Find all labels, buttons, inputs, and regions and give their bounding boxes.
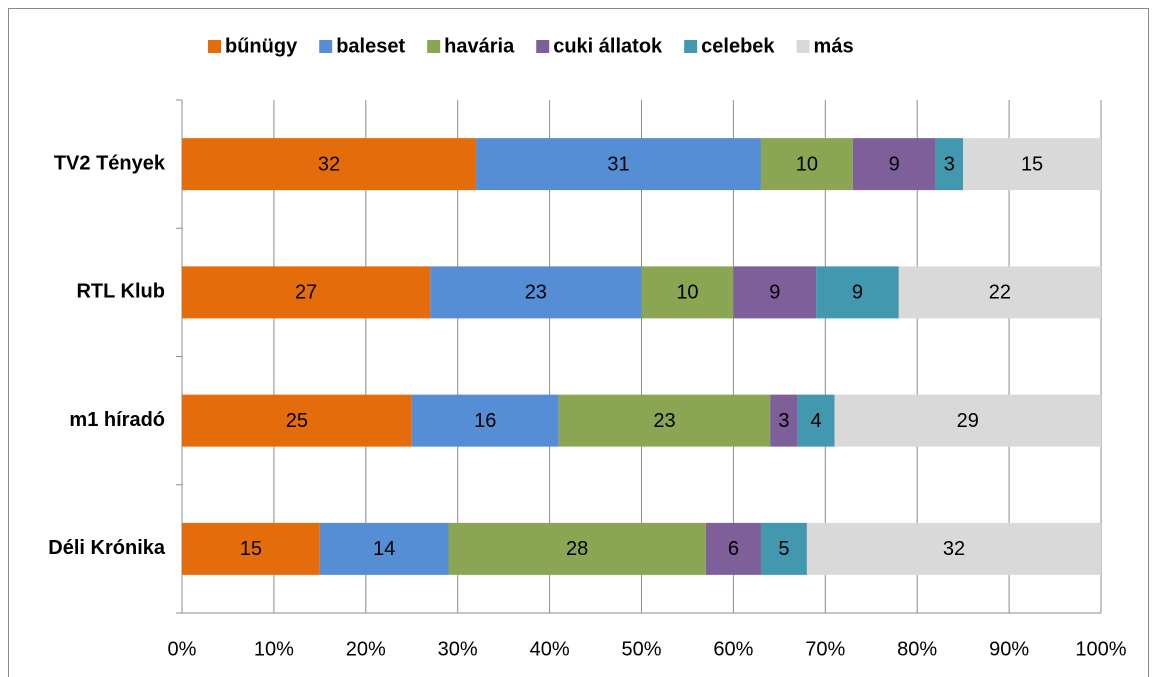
bar-segment (182, 266, 431, 319)
legend-label: bűnügy (225, 35, 298, 57)
x-tick-label: 10% (254, 638, 294, 660)
bar-segment (963, 138, 1101, 191)
bar-segment (319, 522, 449, 575)
data-label: 10 (676, 282, 698, 304)
data-label: 28 (566, 538, 588, 560)
category-label: Déli Krónika (48, 537, 166, 559)
bar-segment (834, 394, 1101, 447)
data-label: 9 (769, 282, 780, 304)
x-tick-label: 90% (989, 638, 1029, 660)
category-label: RTL Klub (76, 281, 165, 303)
bar-segment (182, 138, 477, 191)
data-label: 5 (778, 538, 789, 560)
data-label: 15 (240, 538, 262, 560)
legend-swatch (796, 40, 810, 53)
data-label: 23 (525, 282, 547, 304)
bar-segment (430, 266, 642, 319)
bar-segment (411, 394, 559, 447)
x-tick-label: 20% (346, 638, 386, 660)
bar-segment (733, 266, 817, 319)
data-label: 3 (778, 410, 789, 432)
x-tick-label: 40% (530, 638, 570, 660)
x-tick-label: 30% (438, 638, 478, 660)
data-label: 27 (295, 282, 317, 304)
data-label: 25 (286, 410, 308, 432)
x-tick-label: 50% (621, 638, 661, 660)
bar-segment (898, 266, 1101, 319)
legend-label: havária (444, 35, 515, 57)
legend-label: celebek (701, 35, 775, 57)
x-tick-label: 60% (713, 638, 753, 660)
legend-swatch (684, 40, 698, 53)
bar-segment (182, 394, 412, 447)
bar-segment (770, 394, 798, 447)
bar-segment (760, 138, 853, 191)
bar-segment (182, 522, 320, 575)
data-label: 4 (811, 410, 822, 432)
bar-segment (476, 138, 761, 191)
data-label: 22 (989, 282, 1011, 304)
legend-label: más (814, 35, 854, 57)
bar-segment (852, 138, 936, 191)
bar-segment (816, 266, 899, 319)
data-label: 31 (607, 153, 629, 175)
data-label: 15 (1021, 153, 1043, 175)
data-label: 14 (373, 538, 395, 560)
legend-swatch (208, 40, 221, 53)
category-label: TV2 Tények (54, 152, 166, 174)
legend-label: cuki állatok (553, 35, 663, 57)
data-label: 9 (889, 153, 900, 175)
x-tick-label: 70% (805, 638, 845, 660)
data-label: 10 (796, 153, 818, 175)
data-label: 32 (318, 153, 340, 175)
bar-segment (760, 522, 807, 575)
legend-swatch (427, 40, 441, 53)
data-label: 6 (728, 538, 739, 560)
bar-segment (806, 522, 1101, 575)
legend-label: baleset (336, 35, 405, 57)
bar-segment (558, 394, 771, 447)
data-label: 3 (944, 153, 955, 175)
bar-segment (935, 138, 964, 191)
chart-border (8, 8, 1149, 677)
data-label: 9 (852, 282, 863, 304)
data-label: 23 (653, 410, 675, 432)
legend-swatch (536, 40, 550, 53)
legend-swatch (319, 40, 333, 53)
data-label: 16 (474, 410, 496, 432)
category-label: m1 híradó (69, 409, 165, 431)
data-label: 29 (957, 410, 979, 432)
data-label: 32 (943, 538, 965, 560)
x-tick-label: 80% (897, 638, 937, 660)
bar-segment (705, 522, 761, 575)
x-tick-label: 0% (168, 638, 197, 660)
bar-segment (448, 522, 706, 575)
bar-segment (797, 394, 835, 447)
bar-segment (641, 266, 734, 319)
x-tick-label: 100% (1075, 638, 1126, 660)
